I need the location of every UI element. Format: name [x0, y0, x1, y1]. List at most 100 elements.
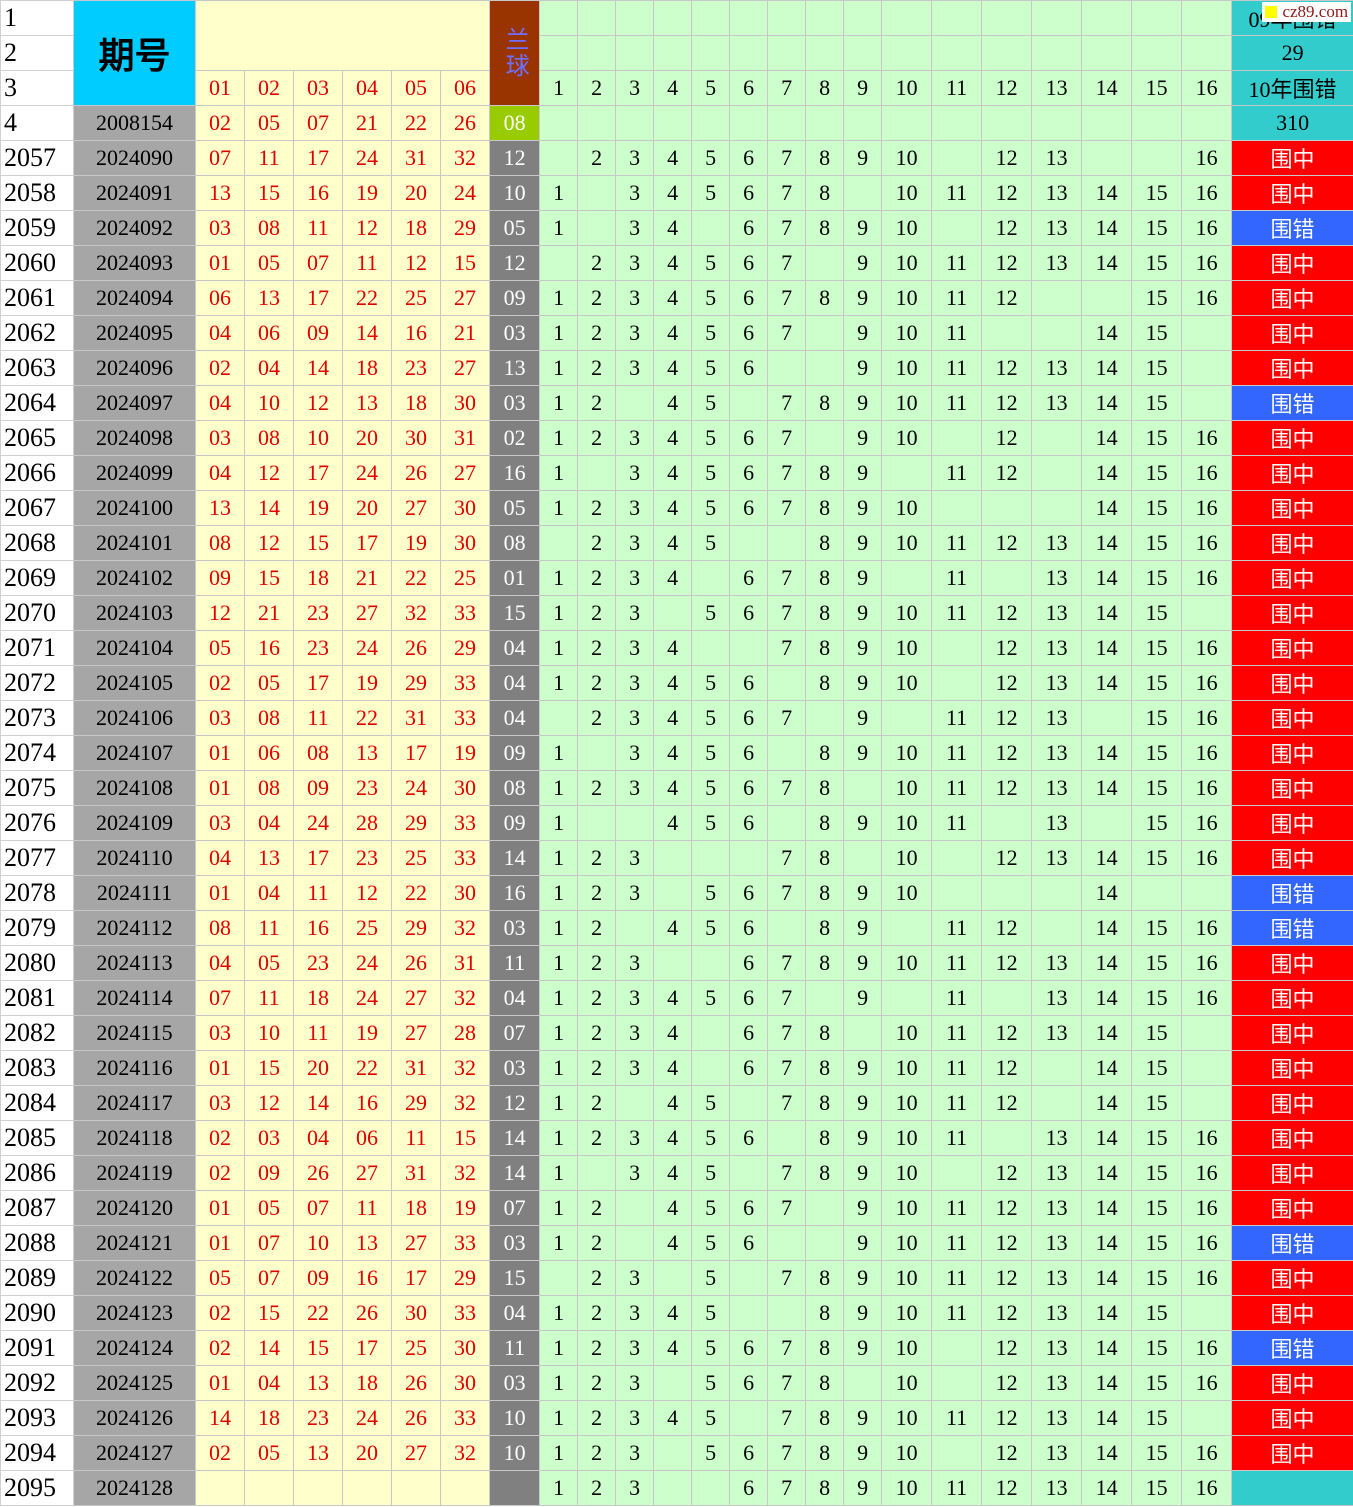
number-cell: 4: [653, 1155, 693, 1191]
red-ball: 26: [391, 630, 441, 666]
number-cell: 10: [881, 1435, 933, 1471]
blue-ball: 14: [489, 840, 541, 876]
number-cell: 3: [615, 1050, 655, 1086]
red-ball: 16: [244, 630, 294, 666]
number-cell: 1: [539, 1225, 579, 1261]
number-cell: 11: [931, 560, 983, 596]
blank-cell: [1181, 0, 1233, 36]
red-ball: 26: [439, 105, 491, 141]
number-cell: 13: [1031, 1365, 1083, 1401]
number-cell: 14: [1081, 315, 1133, 351]
number-cell: 8: [805, 665, 845, 701]
red-ball: 04: [244, 805, 294, 841]
row-number: 2: [0, 35, 74, 71]
number-cell: 12: [981, 1260, 1033, 1296]
number-cell: 7: [767, 315, 807, 351]
number-column-label: 1: [539, 70, 579, 106]
red-ball: 30: [439, 770, 491, 806]
red-ball: 12: [391, 245, 441, 281]
red-ball: 13: [293, 1435, 343, 1471]
red-ball: 17: [293, 280, 343, 316]
number-cell: 15: [1131, 1120, 1183, 1156]
number-cell: 8: [805, 1155, 845, 1191]
data-row: 2069 2024102 09 15 18 21 22 25 01 1 2 3 4 6 7 8 9 11 13 14 1…: [0, 560, 1353, 596]
number-cell: 13: [1031, 1225, 1083, 1261]
header-row: 3 01 02 03 04 05 06 1 2 3 4 5 6 7 8 9 10 11 12 13 14 15 16 10年围…: [0, 70, 1353, 106]
result: 围中: [1231, 1435, 1353, 1471]
number-cell: 2: [577, 350, 617, 386]
period-header: 期号: [73, 0, 196, 106]
number-cell: 16: [1181, 735, 1233, 771]
number-cell: 10: [881, 1050, 933, 1086]
number-cell: [881, 910, 933, 946]
red-ball: 22: [391, 560, 441, 596]
row-number: 2060: [0, 245, 74, 281]
number-cell: 12: [981, 280, 1033, 316]
red-ball: 14: [293, 350, 343, 386]
red-ball: 14: [244, 1330, 294, 1366]
red-ball: 33: [439, 1400, 491, 1436]
red-ball: 26: [391, 1400, 441, 1436]
blank-cell: [981, 105, 1033, 141]
red-ball: 08: [293, 735, 343, 771]
blue-ball: 04: [489, 700, 541, 736]
number-cell: 6: [729, 980, 769, 1016]
number-cell: 5: [691, 700, 731, 736]
red-ball: 18: [391, 210, 441, 246]
number-cell: 2: [577, 1330, 617, 1366]
red-ball: 27: [391, 490, 441, 526]
number-cell: [729, 385, 769, 421]
blank-cell: [881, 35, 933, 71]
number-cell: 1: [539, 1295, 579, 1331]
number-cell: 15: [1131, 490, 1183, 526]
period: 2024109: [73, 805, 196, 841]
number-cell: 8: [805, 280, 845, 316]
row-number: 2094: [0, 1435, 74, 1471]
number-cell: 13: [1031, 945, 1083, 981]
red-ball: 13: [342, 1225, 392, 1261]
number-cell: 9: [843, 560, 883, 596]
number-cell: [843, 175, 883, 211]
period: 2024101: [73, 525, 196, 561]
number-cell: 14: [1081, 735, 1133, 771]
number-cell: 5: [691, 315, 731, 351]
number-cell: 3: [615, 525, 655, 561]
number-cell: [539, 245, 579, 281]
red-ball: 03: [195, 210, 245, 246]
number-cell: 4: [653, 140, 693, 176]
red-ball: 22: [342, 280, 392, 316]
result: 围错: [1231, 875, 1353, 911]
number-cell: 11: [931, 1015, 983, 1051]
number-cell: 1: [539, 455, 579, 491]
number-cell: 12: [981, 1295, 1033, 1331]
number-cell: 11: [931, 1085, 983, 1121]
red-ball: 02: [195, 105, 245, 141]
red-ball: 30: [391, 1295, 441, 1331]
period: 2024115: [73, 1015, 196, 1051]
red-ball: 19: [439, 735, 491, 771]
number-cell: 9: [843, 1400, 883, 1436]
number-cell: 13: [1031, 1295, 1083, 1331]
number-cell: 2: [577, 1400, 617, 1436]
red-ball: 24: [342, 980, 392, 1016]
red-ball: 30: [439, 385, 491, 421]
number-cell: 5: [691, 805, 731, 841]
number-cell: 12: [981, 1155, 1033, 1191]
blank-cell: [577, 105, 617, 141]
number-cell: 2: [577, 1120, 617, 1156]
row-number: 2062: [0, 315, 74, 351]
result: 围中: [1231, 175, 1353, 211]
number-cell: 11: [931, 280, 983, 316]
row-number: 2081: [0, 980, 74, 1016]
number-cell: 9: [843, 525, 883, 561]
row-number: 2076: [0, 805, 74, 841]
data-row: 2086 2024119 02 09 26 27 31 32 14 1 3 4 5 7 8 9 10 12 13 14…: [0, 1155, 1353, 1191]
red-ball: 29: [391, 910, 441, 946]
number-cell: 1: [539, 945, 579, 981]
period: 2024099: [73, 455, 196, 491]
number-cell: 6: [729, 420, 769, 456]
number-cell: 16: [1181, 175, 1233, 211]
red-ball: 21: [342, 105, 392, 141]
number-cell: 14: [1081, 945, 1133, 981]
number-column-label: 5: [691, 70, 731, 106]
